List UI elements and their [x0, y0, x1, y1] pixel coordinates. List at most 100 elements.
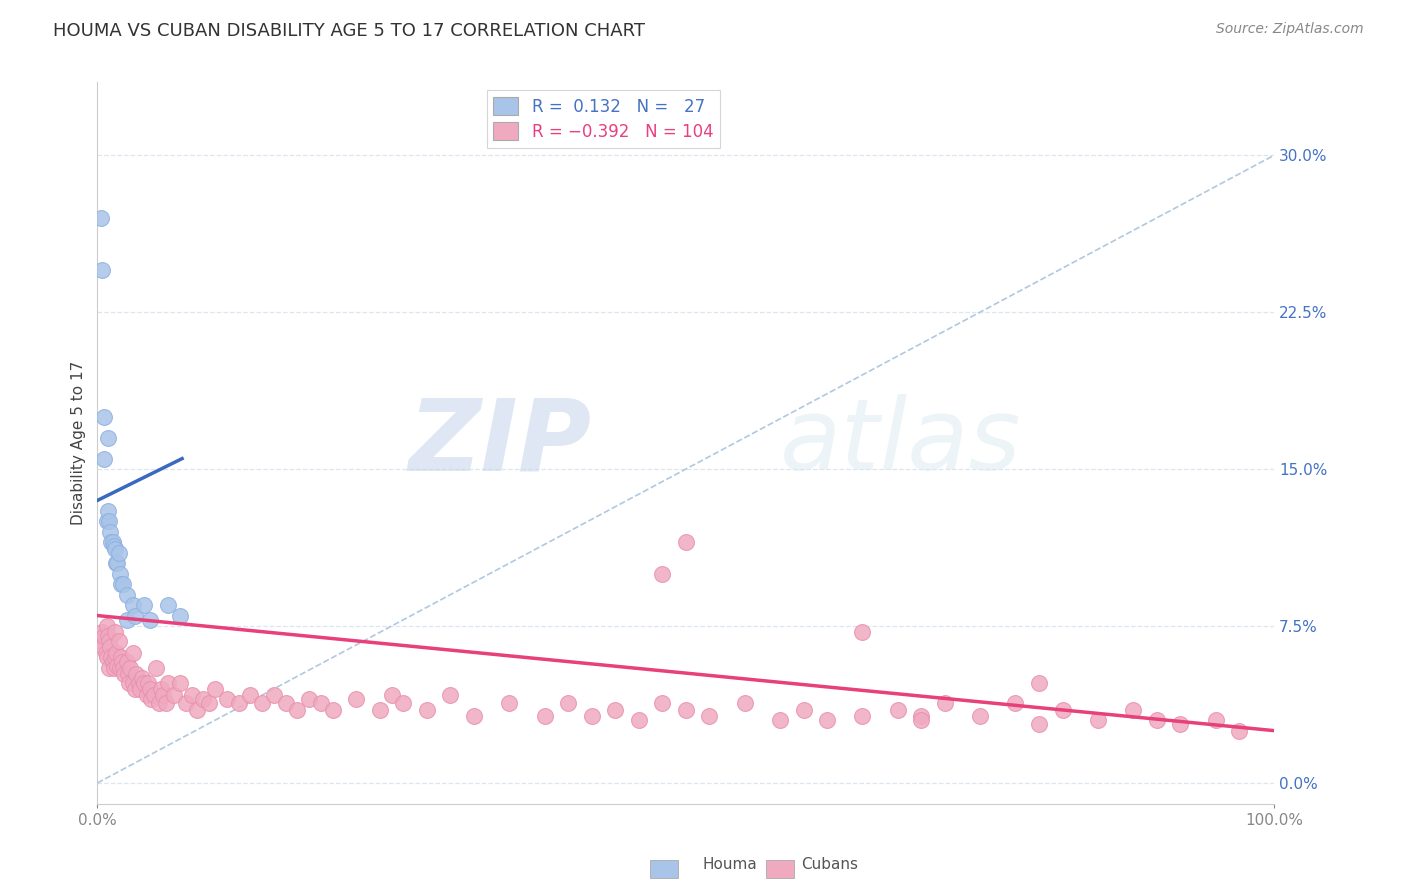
Point: [111, 655, 134, 669]
Point: [135, 688, 157, 702]
Point: [910, 709, 932, 723]
Point: [124, 608, 146, 623]
Point: [96, 515, 118, 529]
Point: [155, 697, 177, 711]
Point: [93, 409, 115, 424]
Point: [98, 661, 121, 675]
Point: [156, 675, 179, 690]
Point: [910, 713, 932, 727]
Point: [969, 709, 991, 723]
Point: [627, 713, 650, 727]
Point: [100, 535, 122, 549]
Point: [498, 697, 520, 711]
Point: [174, 697, 197, 711]
Y-axis label: Disability Age 5 to 17: Disability Age 5 to 17: [72, 360, 86, 525]
Point: [193, 692, 215, 706]
Text: Houma: Houma: [703, 857, 758, 872]
Point: [97, 431, 120, 445]
Point: [98, 640, 121, 654]
Point: [815, 713, 838, 727]
Point: [439, 688, 461, 702]
Point: [769, 713, 792, 727]
Text: atlas: atlas: [780, 394, 1022, 491]
Point: [533, 709, 555, 723]
Point: [121, 646, 143, 660]
Point: [93, 451, 115, 466]
Point: [97, 630, 120, 644]
Point: [1227, 723, 1250, 738]
Point: [104, 541, 127, 556]
Point: [115, 613, 138, 627]
Point: [91, 640, 114, 654]
Text: HOUMA VS CUBAN DISABILITY AGE 5 TO 17 CORRELATION CHART: HOUMA VS CUBAN DISABILITY AGE 5 TO 17 CO…: [53, 22, 645, 40]
Point: [793, 703, 815, 717]
Point: [156, 598, 179, 612]
Point: [107, 546, 129, 560]
Point: [128, 675, 150, 690]
Point: [110, 650, 132, 665]
Point: [152, 688, 174, 702]
Point: [90, 633, 112, 648]
Point: [309, 697, 332, 711]
Point: [1052, 703, 1074, 717]
Point: [121, 598, 143, 612]
Point: [416, 703, 439, 717]
Point: [1205, 713, 1227, 727]
Point: [125, 667, 148, 681]
Point: [139, 681, 162, 696]
Point: [128, 681, 150, 696]
Point: [117, 667, 139, 681]
Text: Source: ZipAtlas.com: Source: ZipAtlas.com: [1216, 22, 1364, 37]
Point: [605, 703, 627, 717]
Point: [142, 688, 165, 702]
Point: [97, 504, 120, 518]
Point: [101, 535, 124, 549]
Point: [1028, 675, 1050, 690]
Point: [287, 703, 309, 717]
Point: [94, 646, 117, 660]
Point: [112, 667, 135, 681]
Point: [105, 556, 128, 570]
Point: [93, 630, 115, 644]
Point: [1168, 717, 1191, 731]
Point: [108, 661, 131, 675]
Point: [136, 675, 159, 690]
Point: [851, 625, 873, 640]
Point: [250, 697, 273, 711]
Point: [675, 703, 697, 717]
Point: [298, 692, 321, 706]
Point: [100, 650, 122, 665]
Point: [322, 703, 344, 717]
Point: [110, 577, 132, 591]
Point: [121, 675, 143, 690]
Point: [104, 625, 127, 640]
Point: [115, 655, 138, 669]
Point: [91, 263, 114, 277]
Point: [91, 625, 114, 640]
Point: [149, 681, 172, 696]
Point: [381, 688, 404, 702]
Point: [108, 566, 131, 581]
Text: ZIP: ZIP: [409, 394, 592, 491]
Point: [105, 646, 128, 660]
Point: [581, 709, 603, 723]
Point: [107, 633, 129, 648]
Point: [263, 688, 285, 702]
Point: [215, 692, 238, 706]
Point: [239, 688, 262, 702]
Point: [734, 697, 756, 711]
Point: [104, 650, 127, 665]
Point: [463, 709, 485, 723]
Point: [120, 661, 142, 675]
Point: [368, 703, 391, 717]
Point: [1146, 713, 1168, 727]
Point: [105, 556, 128, 570]
Point: [134, 675, 156, 690]
Point: [198, 697, 221, 711]
Point: [98, 633, 121, 648]
Point: [228, 697, 250, 711]
Point: [651, 697, 673, 711]
Legend: R =  0.132   N =   27, R = −0.392   N = 104: R = 0.132 N = 27, R = −0.392 N = 104: [486, 90, 720, 147]
Point: [204, 681, 226, 696]
Point: [186, 703, 208, 717]
